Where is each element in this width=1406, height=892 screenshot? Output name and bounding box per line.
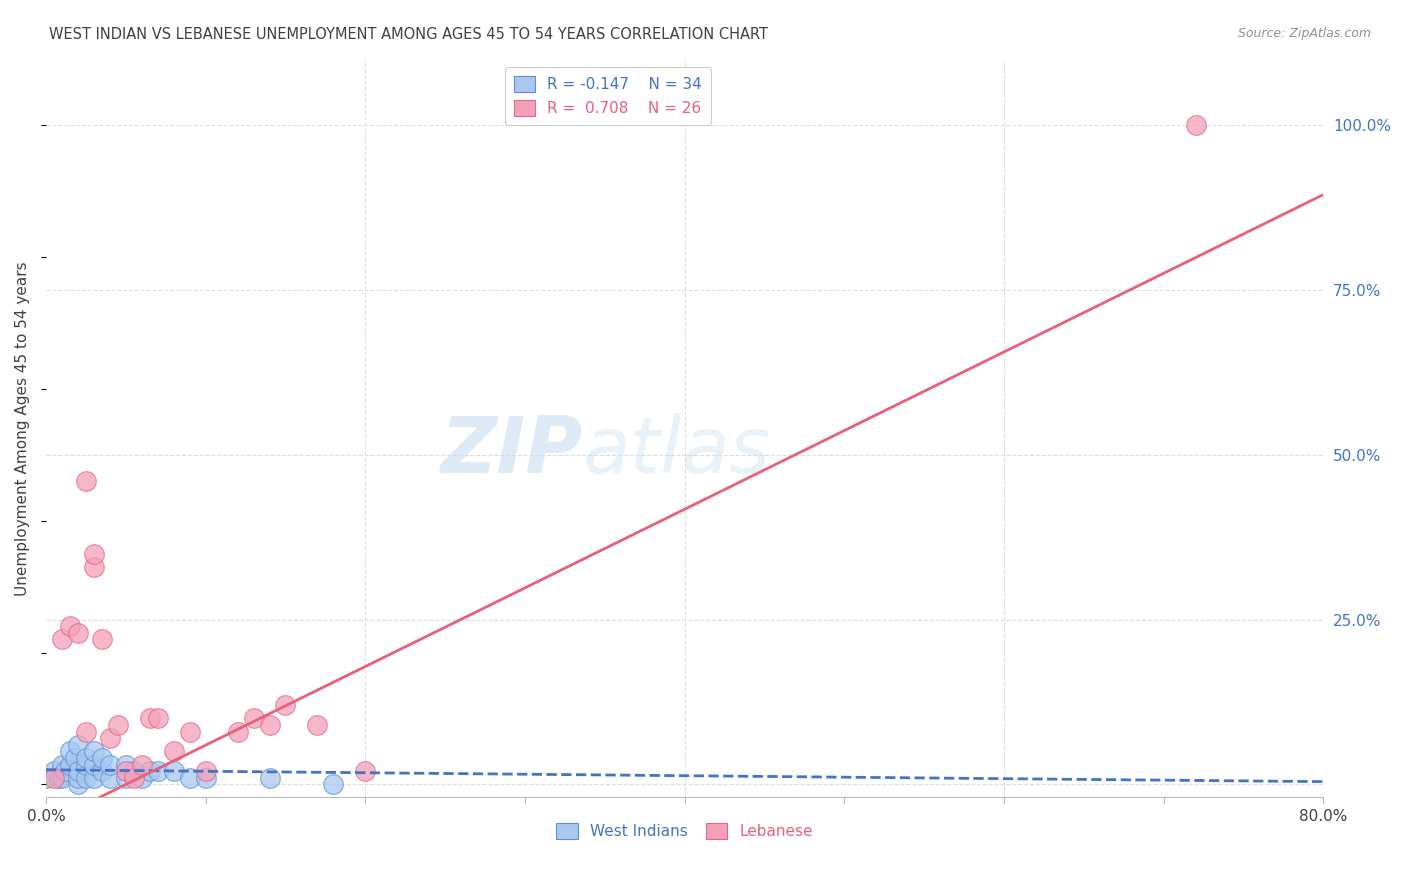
Text: WEST INDIAN VS LEBANESE UNEMPLOYMENT AMONG AGES 45 TO 54 YEARS CORRELATION CHART: WEST INDIAN VS LEBANESE UNEMPLOYMENT AMO…: [49, 27, 768, 42]
Point: [146, 711, 169, 725]
Point: [122, 764, 145, 778]
Point: [51, 771, 73, 785]
Point: [179, 771, 201, 785]
Point: [42, 771, 65, 785]
Point: [59, 757, 82, 772]
Point: [107, 718, 129, 732]
Point: [75, 771, 97, 785]
Point: [66, 625, 89, 640]
Point: [90, 632, 112, 647]
Point: [139, 711, 162, 725]
Point: [90, 751, 112, 765]
Y-axis label: Unemployment Among Ages 45 to 54 years: Unemployment Among Ages 45 to 54 years: [15, 261, 30, 596]
Text: atlas: atlas: [582, 413, 770, 489]
Point: [35, 771, 58, 785]
Point: [66, 738, 89, 752]
Point: [131, 757, 153, 772]
Point: [66, 771, 89, 785]
Point: [42, 764, 65, 778]
Point: [75, 724, 97, 739]
Text: Source: ZipAtlas.com: Source: ZipAtlas.com: [1237, 27, 1371, 40]
Point: [163, 764, 186, 778]
Point: [90, 764, 112, 778]
Point: [63, 751, 86, 765]
Point: [139, 764, 162, 778]
Point: [122, 771, 145, 785]
Point: [83, 560, 105, 574]
Point: [75, 474, 97, 488]
Point: [114, 764, 136, 778]
Point: [83, 547, 105, 561]
Point: [98, 771, 121, 785]
Point: [259, 771, 281, 785]
Point: [53, 764, 76, 778]
Point: [75, 757, 97, 772]
Point: [226, 724, 249, 739]
Legend: West Indians, Lebanese: West Indians, Lebanese: [550, 817, 820, 845]
Point: [259, 718, 281, 732]
Point: [98, 757, 121, 772]
Point: [114, 771, 136, 785]
Point: [131, 771, 153, 785]
Point: [179, 724, 201, 739]
Text: ZIP: ZIP: [440, 413, 582, 489]
Point: [59, 744, 82, 758]
Point: [83, 757, 105, 772]
Point: [66, 777, 89, 791]
Point: [1184, 119, 1206, 133]
Point: [98, 731, 121, 746]
Point: [307, 718, 329, 732]
Point: [322, 777, 344, 791]
Point: [75, 751, 97, 765]
Point: [51, 757, 73, 772]
Point: [242, 711, 264, 725]
Point: [114, 757, 136, 772]
Point: [146, 764, 169, 778]
Point: [194, 764, 217, 778]
Point: [66, 764, 89, 778]
Point: [83, 771, 105, 785]
Point: [354, 764, 377, 778]
Point: [163, 744, 186, 758]
Point: [48, 771, 70, 785]
Point: [194, 771, 217, 785]
Point: [274, 698, 297, 713]
Point: [59, 619, 82, 633]
Point: [51, 632, 73, 647]
Point: [83, 744, 105, 758]
